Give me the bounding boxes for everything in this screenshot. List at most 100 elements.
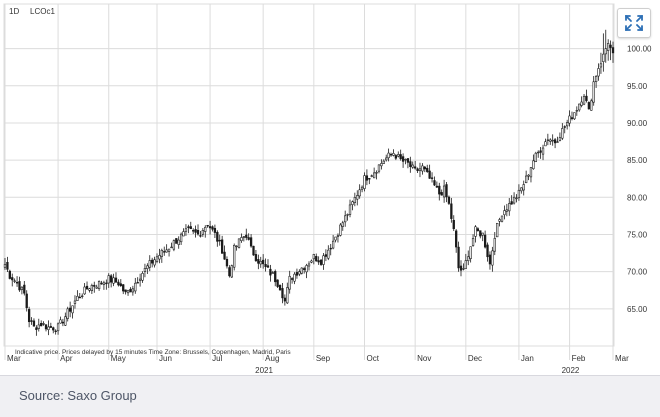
candle-body — [486, 244, 489, 258]
candle-body — [119, 283, 122, 286]
candle-body — [206, 224, 209, 227]
candle-body — [252, 245, 255, 256]
y-tick-label: 85.00 — [627, 156, 648, 165]
candle-body — [286, 287, 289, 304]
candle-body — [192, 230, 195, 232]
candle-body — [262, 259, 265, 265]
candle-body — [522, 184, 525, 191]
candle-body — [23, 284, 26, 294]
candle-body — [230, 265, 233, 278]
candle-body — [158, 255, 161, 260]
candle-body — [194, 229, 197, 233]
candle-body — [582, 95, 586, 105]
candle-body — [471, 238, 475, 246]
candle-body — [585, 95, 588, 101]
candle-body — [134, 282, 137, 292]
candle-body — [235, 245, 238, 248]
candle-body — [455, 230, 458, 248]
candle-body — [561, 128, 564, 139]
candle-body — [464, 260, 467, 269]
y-tick-label: 95.00 — [627, 82, 648, 91]
candle-body — [293, 273, 296, 282]
candle-body — [423, 166, 426, 170]
candle-body — [122, 284, 125, 292]
candle-body — [271, 272, 274, 274]
y-tick-label: 65.00 — [627, 305, 648, 314]
y-tick-label: 100.00 — [627, 45, 652, 54]
candle-body — [563, 126, 566, 128]
x-tick-label: Aug — [265, 354, 279, 363]
candle-body — [457, 246, 460, 269]
candle-body — [85, 285, 89, 290]
candle-body — [223, 251, 226, 260]
candle-body — [52, 327, 55, 331]
candle-body — [573, 112, 576, 120]
candle-body — [220, 239, 224, 254]
candle-body — [68, 307, 72, 312]
candle-body — [189, 226, 192, 230]
candle-body — [228, 267, 231, 277]
candle-body — [138, 278, 142, 281]
candle-body — [493, 238, 496, 252]
candle-body — [148, 260, 151, 268]
candle-body — [452, 219, 455, 230]
candle-body — [488, 254, 492, 265]
candle-body — [365, 175, 369, 181]
x-tick-year-label: 2022 — [562, 366, 580, 375]
candle-body — [97, 281, 101, 290]
candle-body — [397, 154, 400, 157]
candle-body — [549, 139, 552, 142]
candle-body — [298, 271, 301, 275]
candle-body — [177, 239, 180, 245]
candle-body — [71, 305, 74, 314]
candle-body — [587, 102, 591, 110]
candle-body — [435, 185, 439, 188]
candle-body — [481, 232, 484, 236]
candle-body — [266, 265, 270, 268]
x-tick-label: Dec — [468, 354, 482, 363]
candle-body — [315, 256, 318, 262]
candle-body — [411, 164, 414, 168]
candle-body — [508, 203, 511, 212]
candle-body — [225, 259, 229, 267]
expand-button[interactable] — [617, 8, 651, 38]
candle-body — [512, 196, 516, 204]
candle-body — [532, 160, 535, 170]
candle-body — [160, 249, 163, 257]
x-tick-label: Oct — [366, 354, 379, 363]
candle-body — [40, 323, 43, 327]
symbol-label: LCOc1 — [30, 7, 55, 16]
x-tick-label: Sep — [316, 354, 331, 363]
candle-body — [218, 239, 221, 242]
candlestick-chart-svg: 65.00 70.00 75.00 80.00 85.00 90.00 95.00 100.0… — [3, 3, 652, 375]
candle-body — [377, 164, 381, 172]
candle-body — [110, 275, 113, 283]
candle-body — [430, 177, 434, 179]
candle-body — [264, 264, 267, 267]
candle-body — [88, 288, 91, 291]
candle-body — [233, 245, 236, 268]
candle-body — [257, 259, 260, 264]
candle-body — [66, 308, 69, 319]
candle-body — [329, 247, 332, 250]
candle-body — [389, 153, 393, 156]
candle-body — [553, 139, 557, 144]
y-tick-label: 90.00 — [627, 119, 648, 128]
candle-body — [151, 259, 154, 264]
candle-body — [93, 284, 96, 287]
gridlines — [3, 3, 615, 360]
x-axis-ticks: Mar Apr May Jun Jul Aug 2021 Sep Oct Nov Dec Jan Feb… — [7, 354, 629, 375]
candle-body — [242, 236, 246, 238]
candle-body — [274, 271, 277, 283]
footer-bar: Source: Saxo Group — [0, 375, 660, 417]
candle-body — [288, 275, 291, 290]
candle-body — [114, 277, 118, 283]
candle-body — [566, 122, 569, 127]
candle-body — [182, 231, 185, 237]
x-tick-label: Jun — [159, 354, 172, 363]
candle-body — [196, 230, 200, 235]
candle-body — [611, 47, 615, 54]
candle-body — [25, 293, 28, 308]
candle-body — [334, 236, 337, 241]
y-tick-label: 80.00 — [627, 193, 648, 202]
